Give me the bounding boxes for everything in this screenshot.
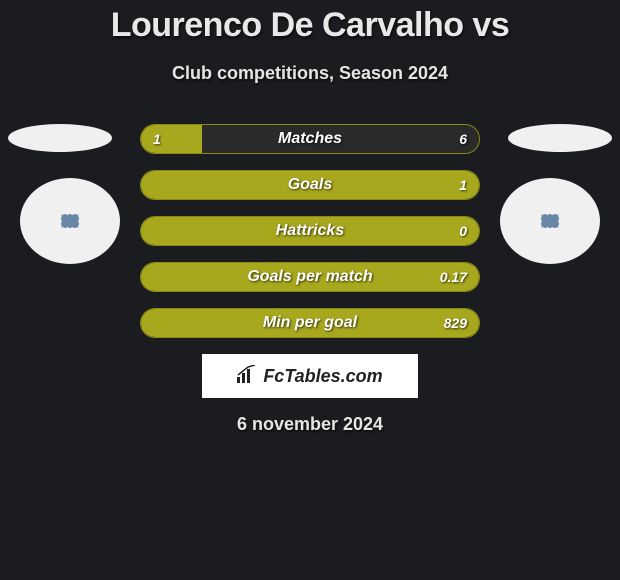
stat-value-right: 0.17 [440, 269, 467, 285]
logo-chart-icon [237, 365, 259, 388]
stat-bar-row: Min per goal829 [140, 308, 480, 338]
stat-value-right: 1 [459, 177, 467, 193]
stat-label: Min per goal [141, 314, 479, 332]
stat-value-right: 6 [459, 131, 467, 147]
logo-box: FcTables.com [202, 354, 418, 398]
stat-value-right: 0 [459, 223, 467, 239]
player-ellipse-left [8, 124, 112, 152]
stat-bar-row: Goals1 [140, 170, 480, 200]
stat-value-right: 829 [444, 315, 467, 331]
stat-label: Goals per match [141, 268, 479, 286]
stat-bar-row: 1Matches6 [140, 124, 480, 154]
stat-label: Matches [141, 130, 479, 148]
player-avatar-left [20, 178, 120, 264]
player-ellipse-right [508, 124, 612, 152]
comparison-chart: 1Matches6Goals1Hattricks0Goals per match… [0, 124, 620, 435]
stat-bars-container: 1Matches6Goals1Hattricks0Goals per match… [140, 124, 480, 338]
stat-bar-row: Hattricks0 [140, 216, 480, 246]
page-subtitle: Club competitions, Season 2024 [0, 63, 620, 84]
page-title: Lourenco De Carvalho vs [0, 0, 620, 45]
stat-label: Hattricks [141, 222, 479, 240]
date-label: 6 november 2024 [0, 414, 620, 435]
logo-text: FcTables.com [263, 366, 382, 387]
stat-label: Goals [141, 176, 479, 194]
placeholder-badge-icon [541, 214, 559, 228]
stat-bar-row: Goals per match0.17 [140, 262, 480, 292]
player-avatar-right [500, 178, 600, 264]
placeholder-badge-icon [61, 214, 79, 228]
